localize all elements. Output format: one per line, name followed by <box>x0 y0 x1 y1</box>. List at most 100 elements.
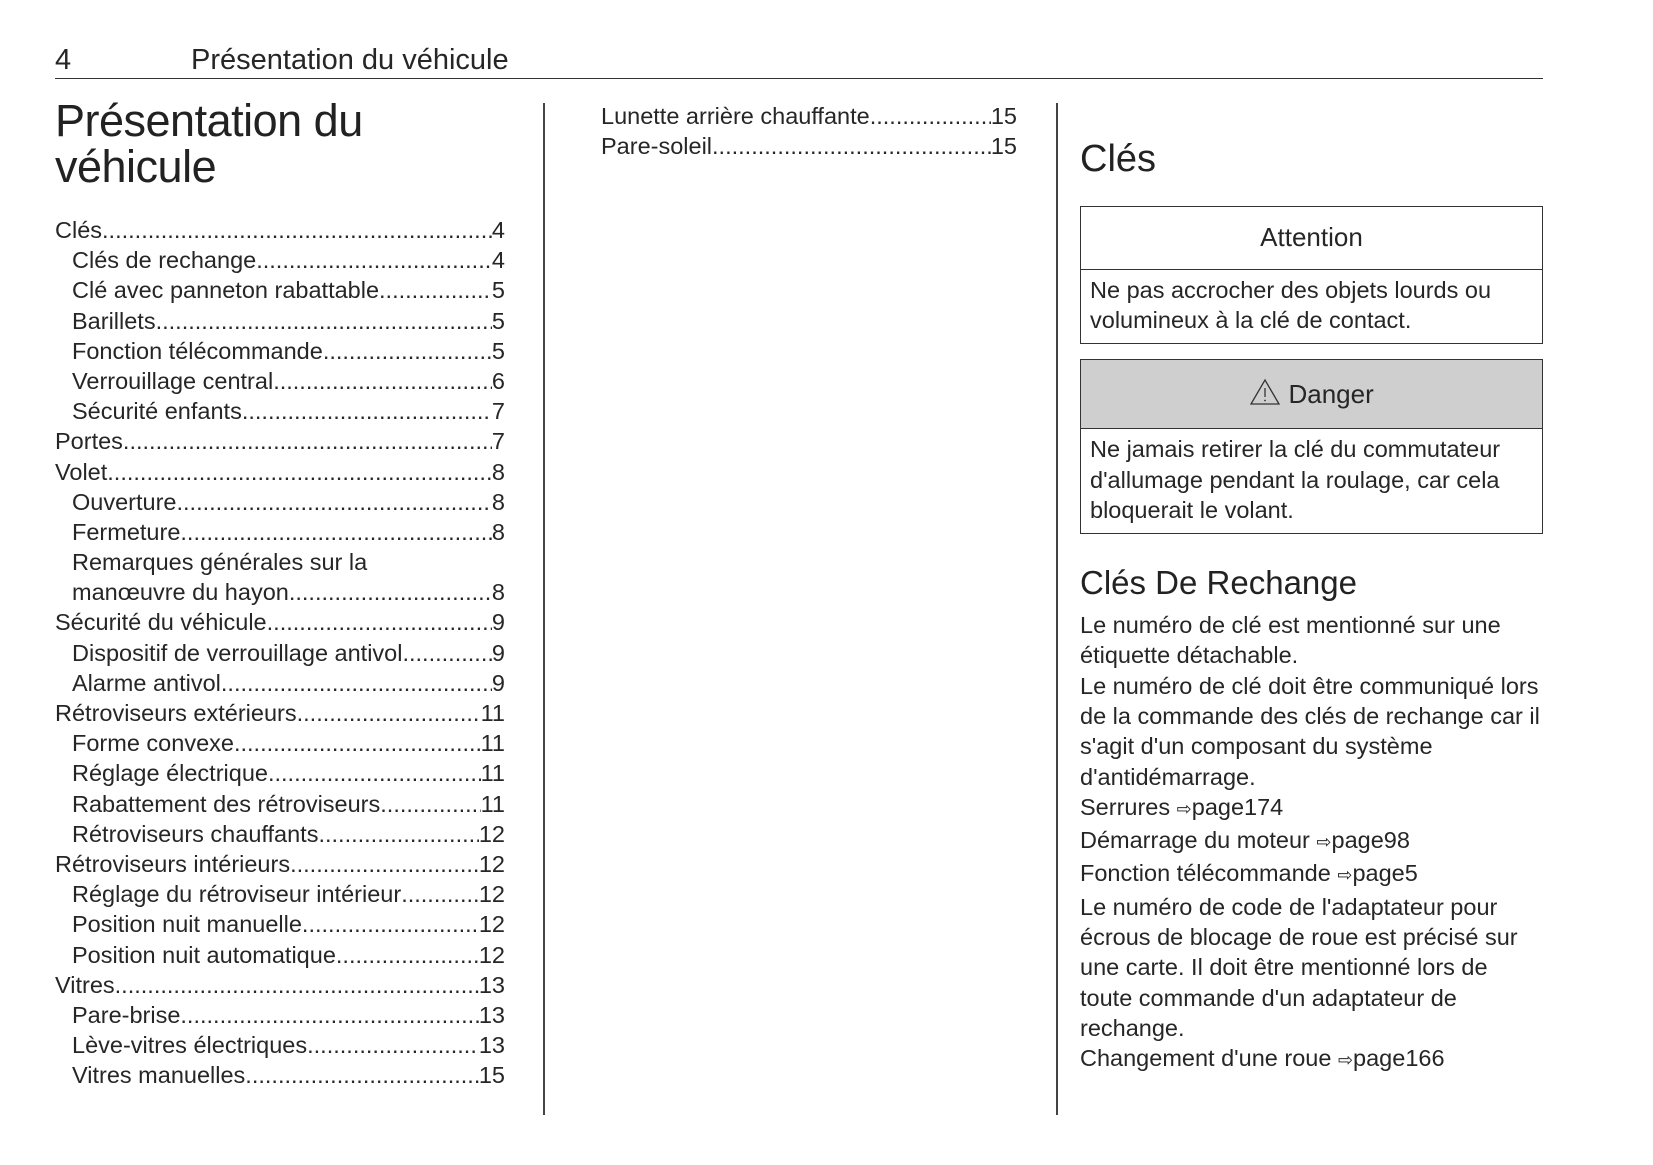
danger-title: Danger <box>1288 379 1374 410</box>
toc-entry[interactable]: Fermeture 8 <box>55 517 505 547</box>
ref-target[interactable]: page5 <box>1352 860 1418 887</box>
toc-entry-page: 8 <box>491 579 505 606</box>
page-title: Présentation du véhicule <box>55 95 363 192</box>
toc-entry[interactable]: Portes 7 <box>55 426 505 456</box>
running-title: Présentation du véhicule <box>191 44 509 76</box>
toc-entry-page: 9 <box>491 609 505 636</box>
toc-entry-page: 15 <box>990 103 1017 129</box>
toc-entry[interactable]: Barillets 5 <box>55 306 505 336</box>
dot-leader <box>268 758 481 788</box>
cross-reference[interactable]: Changement d'une roue ⇨page166 <box>1080 1043 1543 1076</box>
toc-entry-label: Fermeture <box>72 518 181 545</box>
table-of-contents-continued: Lunette arrière chauffante 15 Pare-soleil 1… <box>584 101 1017 161</box>
toc-entry[interactable]: Remarques générales sur la <box>55 547 505 577</box>
cross-reference[interactable]: Démarrage du moteur ⇨page98 <box>1080 825 1543 858</box>
toc-entry[interactable]: Verrouillage central 6 <box>55 366 505 396</box>
toc-entry-page: 11 <box>480 760 505 787</box>
toc-entry-page: 9 <box>491 669 505 696</box>
dot-leader <box>297 698 481 728</box>
toc-entry-label: Rabattement des rétroviseurs <box>72 790 381 817</box>
toc-entry[interactable]: Vitres manuelles 15 <box>55 1060 505 1090</box>
toc-entry[interactable]: Lève-vitres électriques 13 <box>55 1030 505 1060</box>
dot-leader <box>289 577 492 607</box>
dot-leader <box>180 517 492 547</box>
toc-entry[interactable]: Alarme antivol 9 <box>55 668 505 698</box>
ref-target[interactable]: page174 <box>1191 793 1284 820</box>
toc-entry[interactable]: Pare-brise 13 <box>55 1000 505 1030</box>
page-number: 4 <box>55 44 72 76</box>
dot-leader <box>307 1030 479 1060</box>
page-header: 4 Présentation du véhicule <box>55 44 1543 79</box>
toc-entry-page: 13 <box>478 971 505 998</box>
cross-reference[interactable]: Fonction télécommande ⇨page5 <box>1080 858 1543 891</box>
ref-label: Serrures <box>1080 793 1171 820</box>
toc-entry-page: 13 <box>478 1001 505 1028</box>
toc-entry-label: Rétroviseurs extérieurs <box>55 700 297 726</box>
toc-entry-label: Position nuit automatique <box>72 941 336 968</box>
toc-entry[interactable]: Rétroviseurs intérieurs 12 <box>55 849 505 879</box>
toc-entry-label: Rétroviseurs intérieurs <box>55 850 291 877</box>
toc-entry[interactable]: Ouverture 8 <box>55 487 505 517</box>
toc-entry-label: Clés <box>55 217 103 243</box>
toc-entry-page: 8 <box>491 458 505 485</box>
attention-title: Attention <box>1081 207 1542 270</box>
toc-entry[interactable]: Réglage du rétroviseur intérieur 12 <box>55 879 505 909</box>
danger-box: Danger Ne jamais retirer la clé du commu… <box>1080 359 1543 535</box>
toc-entry[interactable]: Sécurité enfants 7 <box>55 396 505 426</box>
toc-entry[interactable]: Dispositif de verrouillage antivol 9 <box>55 638 505 668</box>
toc-entry-page: 4 <box>491 247 505 274</box>
toc-column-2: Lunette arrière chauffante 15 Pare-soleil 1… <box>584 101 1017 161</box>
toc-entry-label: Volet <box>55 458 108 485</box>
ref-label: Changement d'une roue <box>1080 1045 1332 1072</box>
toc-entry[interactable]: manœuvre du hayon 8 <box>55 577 505 607</box>
toc-entry[interactable]: Fonction télécommande 5 <box>55 336 505 366</box>
table-of-contents: Clés4Clés de rechange4Clé avec panneton … <box>55 215 505 1090</box>
danger-text: Ne jamais retirer la clé du commutateur … <box>1090 436 1501 523</box>
toc-entry[interactable]: Pare-soleil 15 <box>584 131 1017 161</box>
column-divider <box>543 103 545 1115</box>
toc-column-1: Présentation du véhicule Clés4Clés de re… <box>55 98 505 1090</box>
dot-leader <box>290 849 479 879</box>
toc-entry-label: Rétroviseurs chauffants <box>72 820 319 847</box>
dot-leader <box>242 396 492 426</box>
toc-entry[interactable]: Sécurité du véhicule 9 <box>55 607 505 637</box>
toc-entry[interactable]: Clés 4 <box>55 215 505 245</box>
dot-leader <box>115 970 479 1000</box>
paragraph: Le numéro de clé doit être communiqué lo… <box>1080 672 1540 790</box>
ref-target[interactable]: page166 <box>1353 1045 1445 1072</box>
toc-entry[interactable]: Rabattement des rétroviseurs 11 <box>55 789 505 819</box>
toc-entry-page: 6 <box>491 367 505 394</box>
dot-leader <box>221 668 492 698</box>
toc-entry-label: Dispositif de verrouillage antivol <box>72 639 403 666</box>
toc-entry[interactable]: Rétroviseurs extérieurs 11 <box>55 698 505 728</box>
toc-entry-page: 8 <box>491 518 505 545</box>
toc-entry[interactable]: Rétroviseurs chauffants 12 <box>55 819 505 849</box>
dot-leader <box>102 215 492 245</box>
toc-entry[interactable]: Forme convexe 11 <box>55 728 505 758</box>
toc-entry-label: Pare-brise <box>72 1001 181 1028</box>
attention-box: Attention Ne pas accrocher des objets lo… <box>1080 206 1543 345</box>
dot-leader <box>245 1060 479 1090</box>
toc-entry[interactable]: Réglage électrique 11 <box>55 758 505 788</box>
toc-entry[interactable]: Position nuit manuelle 12 <box>55 909 505 939</box>
toc-entry[interactable]: Clés de rechange 4 <box>55 245 505 275</box>
toc-entry-page: 12 <box>478 820 505 847</box>
toc-entry-page: 9 <box>491 639 505 666</box>
toc-entry-page: 13 <box>478 1032 505 1059</box>
dot-leader <box>177 487 492 517</box>
warning-triangle-icon <box>1250 379 1281 406</box>
toc-entry[interactable]: Volet 8 <box>55 457 505 487</box>
dot-leader <box>336 940 479 970</box>
section-title: Clés <box>1080 138 1157 180</box>
dot-leader <box>234 728 481 758</box>
toc-entry-page: 5 <box>491 337 505 364</box>
ref-target[interactable]: page98 <box>1331 827 1410 854</box>
toc-entry[interactable]: Vitres 13 <box>55 970 505 1000</box>
dot-leader <box>267 607 492 637</box>
toc-entry[interactable]: Lunette arrière chauffante 15 <box>584 101 1017 131</box>
cross-reference[interactable]: Serrures ⇨page174 <box>1080 792 1543 825</box>
toc-entry-label: Verrouillage central <box>72 367 274 394</box>
paragraph: Le numéro de code de l'adaptateur pour é… <box>1080 893 1518 1041</box>
toc-entry[interactable]: Clé avec panneton rabattable 5 <box>55 275 505 305</box>
toc-entry[interactable]: Position nuit automatique 12 <box>55 940 505 970</box>
